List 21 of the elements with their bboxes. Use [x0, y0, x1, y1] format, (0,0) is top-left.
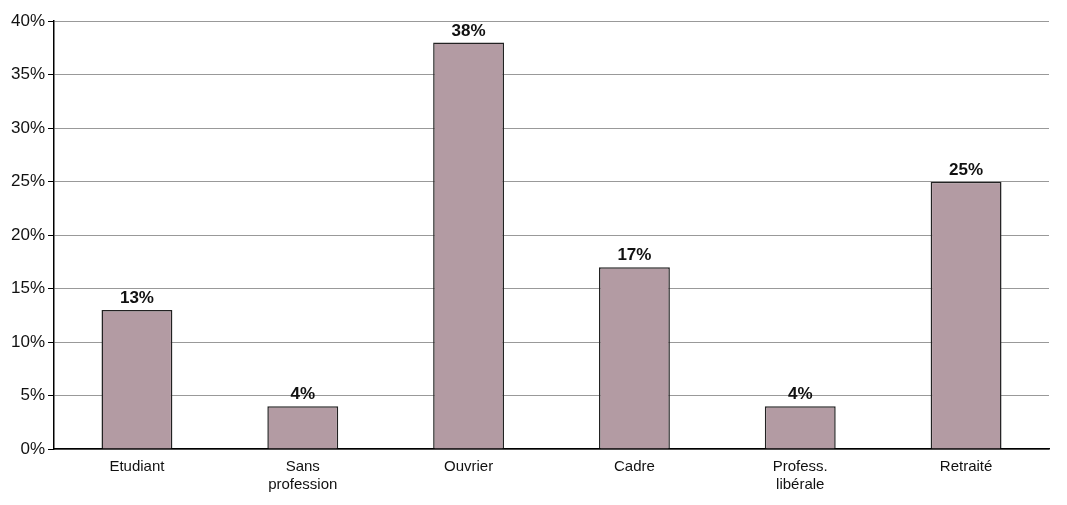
- x-tick-label: Sans profession: [268, 457, 338, 493]
- y-tick-label: 5%: [20, 385, 46, 405]
- data-label: 13%: [119, 288, 154, 308]
- data-label: 4%: [787, 384, 813, 404]
- x-tick-label: Retraité: [939, 457, 993, 475]
- y-tick-label: 10%: [10, 331, 46, 351]
- y-tick-label: 20%: [10, 224, 46, 244]
- data-label: 25%: [949, 159, 984, 179]
- x-tick-label: Cadre: [614, 457, 655, 475]
- data-label: 17%: [617, 245, 652, 265]
- y-tick-label: 30%: [10, 117, 46, 137]
- y-tick-label: 15%: [10, 278, 46, 298]
- x-tick-label: Ouvrier: [444, 457, 494, 475]
- y-tick-label: 40%: [10, 10, 46, 30]
- y-tick-label: 0%: [20, 438, 46, 458]
- x-tick-label: Profess. libérale: [772, 457, 828, 493]
- data-label: 4%: [290, 384, 316, 404]
- y-tick-label: 35%: [10, 64, 46, 84]
- y-tick-label: 25%: [10, 171, 46, 191]
- data-label: 38%: [451, 20, 486, 40]
- x-tick-label: Etudiant: [109, 457, 166, 475]
